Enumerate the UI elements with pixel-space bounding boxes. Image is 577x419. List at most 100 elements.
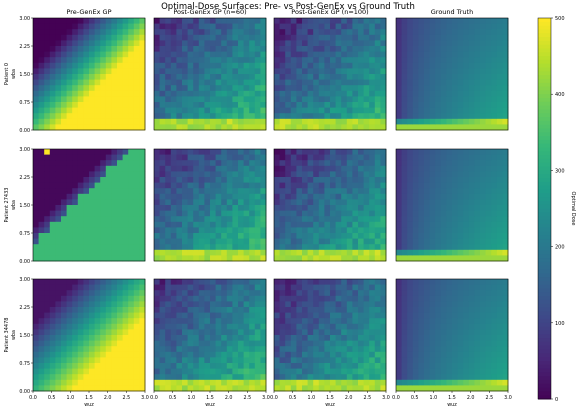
heatmap-cell xyxy=(122,307,129,313)
heatmap-cell xyxy=(139,323,146,330)
heatmap-cell xyxy=(193,57,200,64)
heatmap-cell xyxy=(407,171,414,178)
heatmap-cell xyxy=(204,79,211,86)
colorbar-segment xyxy=(538,18,551,23)
heatmap-cell xyxy=(49,182,56,189)
heatmap-cell xyxy=(274,193,280,200)
heatmap-cell xyxy=(480,374,486,381)
heatmap-cell xyxy=(446,113,453,120)
heatmap-cell xyxy=(100,205,107,211)
heatmap-cell xyxy=(480,244,486,251)
heatmap-cell xyxy=(49,154,56,161)
heatmap-cell xyxy=(254,29,261,36)
heatmap-cell xyxy=(474,205,481,211)
heatmap-cell xyxy=(324,301,331,308)
heatmap-cell xyxy=(61,357,67,364)
heatmap-cell xyxy=(463,29,470,36)
heatmap-cell xyxy=(105,34,112,41)
heatmap-cell xyxy=(440,57,447,64)
heatmap-cell xyxy=(491,165,498,172)
heatmap-cell xyxy=(77,335,84,341)
heatmap-cell xyxy=(307,182,314,189)
heatmap-cell xyxy=(318,165,325,172)
heatmap-cell xyxy=(254,34,261,41)
heatmap-cell xyxy=(396,329,402,336)
heatmap-cell xyxy=(89,279,95,285)
heatmap-cell xyxy=(238,340,244,347)
heatmap-cell xyxy=(154,199,160,206)
heatmap-cell xyxy=(210,385,216,392)
heatmap-cell xyxy=(285,57,292,64)
heatmap-cell xyxy=(176,188,183,195)
heatmap-cell xyxy=(324,149,331,155)
heatmap-cell xyxy=(170,290,177,297)
heatmap-cell xyxy=(318,255,325,262)
heatmap-cell xyxy=(318,351,325,358)
heatmap-cell xyxy=(341,85,348,92)
heatmap-cell xyxy=(139,171,146,178)
heatmap-cell xyxy=(226,255,233,262)
heatmap-cell xyxy=(238,323,244,330)
heatmap-cell xyxy=(83,255,90,262)
heatmap-cell xyxy=(369,374,376,381)
heatmap-cell xyxy=(474,165,481,172)
heatmap-cell xyxy=(128,79,135,86)
heatmap-cell xyxy=(330,379,336,386)
heatmap-cell xyxy=(457,102,464,108)
heatmap-cell xyxy=(424,244,430,251)
heatmap-cell xyxy=(122,255,129,262)
heatmap-cell xyxy=(232,79,239,86)
heatmap-cell xyxy=(468,102,475,108)
colorbar-segment xyxy=(538,273,551,278)
heatmap-cell xyxy=(128,57,135,64)
heatmap-cell xyxy=(418,249,425,256)
heatmap-cell xyxy=(468,216,475,223)
x-tick-label: 2.0 xyxy=(345,395,353,401)
heatmap-cell xyxy=(412,171,419,178)
colorbar-segment xyxy=(538,185,551,190)
heatmap-cell xyxy=(296,238,303,245)
heatmap-cell xyxy=(55,68,62,75)
heatmap-cell xyxy=(429,102,436,108)
heatmap-cell xyxy=(468,74,475,80)
heatmap-cell xyxy=(369,307,376,313)
heatmap-cell xyxy=(182,177,188,183)
heatmap-cell xyxy=(122,340,129,347)
heatmap-cell xyxy=(221,40,228,47)
heatmap-cell xyxy=(204,238,211,245)
heatmap-cell xyxy=(496,238,503,245)
heatmap-cell xyxy=(133,301,140,308)
heatmap-cell xyxy=(249,165,256,172)
row-label: Patient 34478 xyxy=(4,318,10,353)
heatmap-cell xyxy=(232,102,239,108)
heatmap-cell xyxy=(226,62,233,69)
heatmap-cell xyxy=(117,279,123,285)
heatmap-cell xyxy=(170,307,177,313)
heatmap-cell xyxy=(198,312,205,319)
heatmap-cell xyxy=(307,216,314,223)
heatmap-cell xyxy=(324,323,331,330)
heatmap-cell xyxy=(418,113,425,120)
heatmap-cell xyxy=(38,193,45,200)
heatmap-cell xyxy=(324,290,331,297)
heatmap-cell xyxy=(440,255,447,262)
heatmap-cell xyxy=(341,113,348,120)
heatmap-cell xyxy=(290,233,297,239)
heatmap-cell xyxy=(49,62,56,69)
heatmap-cell xyxy=(100,329,107,336)
heatmap-cell xyxy=(187,205,194,211)
heatmap-cell xyxy=(480,290,486,297)
heatmap-cell xyxy=(468,149,475,155)
heatmap-cell xyxy=(215,227,222,234)
heatmap-cell xyxy=(346,335,353,341)
heatmap-cell xyxy=(111,90,118,97)
heatmap-cell xyxy=(182,118,188,125)
heatmap-cell xyxy=(318,171,325,178)
heatmap-cell xyxy=(133,154,140,161)
heatmap-cell xyxy=(226,96,233,103)
heatmap-cell xyxy=(307,124,314,131)
heatmap-cell xyxy=(446,51,453,58)
heatmap-cell xyxy=(94,210,101,217)
heatmap-cell xyxy=(401,318,408,325)
heatmap-cell xyxy=(313,379,320,386)
